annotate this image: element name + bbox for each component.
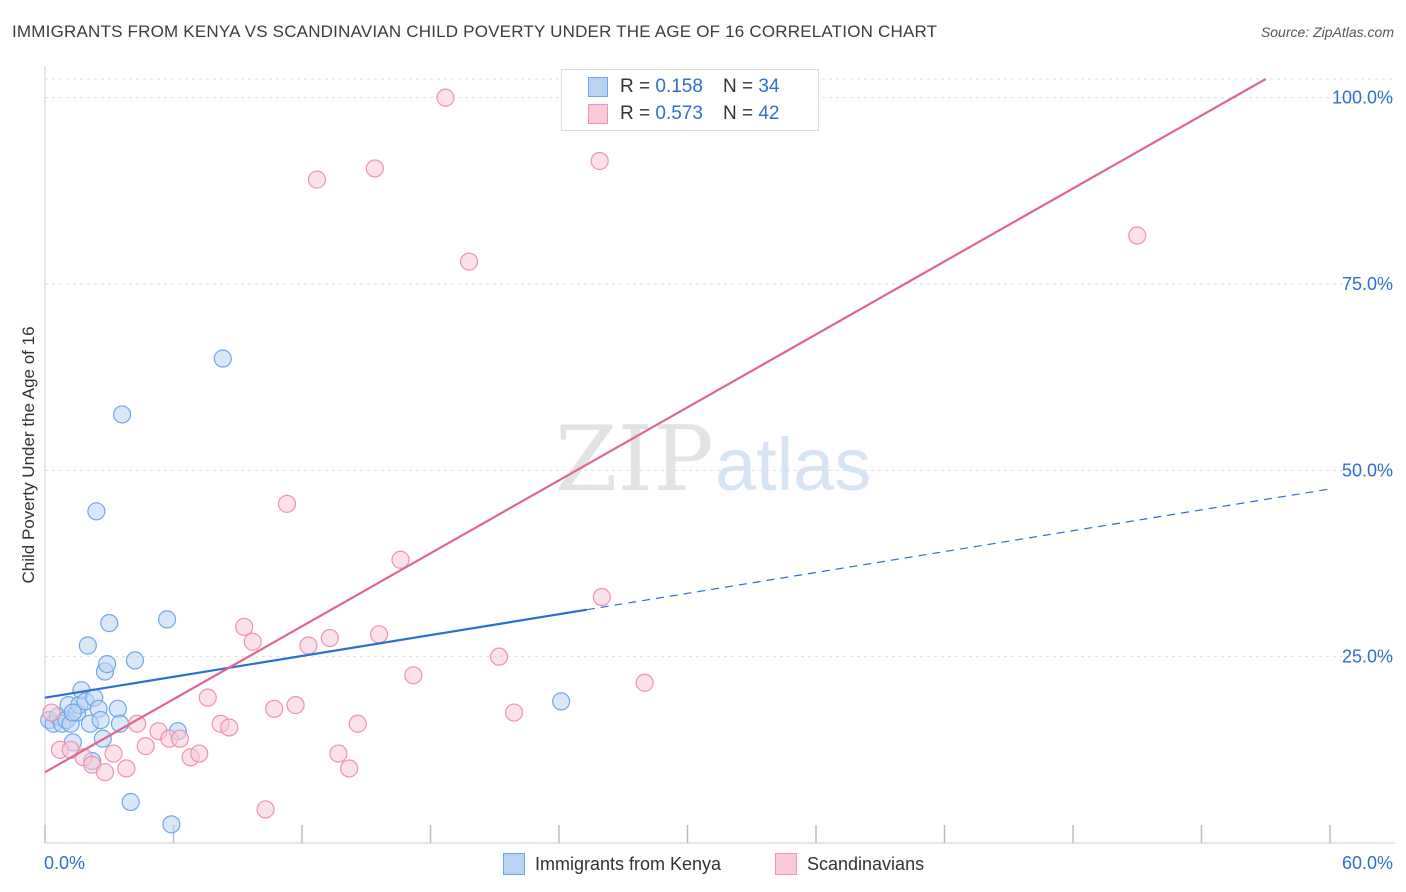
scandinavian-point bbox=[220, 718, 239, 737]
legend-r-value: 0.573 bbox=[655, 103, 703, 124]
scandinavian-point bbox=[170, 729, 190, 748]
bottom-legend-kenya: Immigrants from Kenya bbox=[503, 852, 721, 876]
scandinavian-point bbox=[277, 494, 297, 513]
y-tick-label: 100.0% bbox=[1332, 88, 1393, 108]
scandinavian-point bbox=[635, 673, 654, 692]
trendlines-layer bbox=[44, 78, 1331, 774]
kenya-point bbox=[100, 614, 119, 633]
x-tick-label-max: 60.0% bbox=[1342, 853, 1393, 873]
scandinavian-point bbox=[307, 170, 327, 189]
legend-n-value: 42 bbox=[758, 103, 780, 124]
kenya-point bbox=[157, 610, 177, 629]
scandinavian-point bbox=[117, 759, 136, 778]
legend-row-scandinavians: R = 0.573 N = 42 bbox=[588, 101, 779, 127]
y-axis-label: Child Poverty Under the Age of 16 bbox=[19, 326, 38, 583]
scandinavian-point bbox=[592, 587, 611, 607]
scandinavian-point bbox=[299, 636, 318, 655]
kenya-point bbox=[87, 502, 106, 521]
x-tick-label-min: 0.0% bbox=[44, 853, 85, 873]
scandinavian-point bbox=[504, 703, 524, 722]
scandinavian-point bbox=[235, 617, 254, 636]
scandinavian-point bbox=[136, 737, 155, 756]
legend-r-label: R = bbox=[620, 76, 651, 97]
scandinavian-point bbox=[1128, 226, 1147, 245]
kenya-trendline bbox=[44, 608, 588, 699]
bottom-legend-swatch-kenya bbox=[503, 853, 525, 875]
kenya-point bbox=[125, 651, 145, 670]
grid bbox=[45, 78, 1395, 658]
bottom-legend-swatch-scandinavians bbox=[775, 853, 797, 875]
legend-n-value: 34 bbox=[758, 76, 780, 97]
scandinavian-point bbox=[243, 632, 262, 651]
kenya-point bbox=[63, 703, 82, 722]
kenya-point bbox=[112, 405, 132, 424]
scandinavian-point bbox=[340, 759, 359, 778]
scandinavian-point bbox=[104, 744, 123, 763]
kenya-point bbox=[78, 636, 97, 655]
kenya-point bbox=[108, 699, 127, 718]
scandinavian-point bbox=[348, 714, 367, 733]
scandinavian-point bbox=[391, 550, 410, 569]
kenya-point bbox=[98, 655, 117, 674]
kenya-point bbox=[213, 349, 232, 368]
legend-n-label: N = bbox=[722, 76, 754, 97]
kenya-point bbox=[91, 710, 110, 730]
y-tick-label: 75.0% bbox=[1342, 274, 1393, 294]
scandinavian-point bbox=[320, 628, 339, 648]
bottom-legend-label-kenya: Immigrants from Kenya bbox=[535, 853, 722, 874]
kenya-point bbox=[162, 815, 181, 834]
legend-swatch-scandinavians bbox=[588, 104, 608, 124]
legend-swatch-kenya bbox=[588, 77, 608, 97]
watermark: ZIP atlas bbox=[555, 407, 871, 512]
bottom-legend-label-scandinavians: Scandinavians bbox=[807, 853, 925, 874]
watermark-atlas: atlas bbox=[715, 423, 871, 506]
axes: 25.0% 50.0% 75.0% 100.0% 0.0% 60.0% bbox=[44, 66, 1395, 873]
scandinavian-point bbox=[329, 744, 348, 763]
y-tick-label: 25.0% bbox=[1342, 647, 1393, 667]
kenya-point bbox=[121, 792, 140, 812]
scandinavian-point bbox=[286, 696, 305, 715]
scandinavian-point bbox=[365, 159, 384, 178]
scandinavian-point bbox=[404, 666, 423, 685]
scandinavian-point bbox=[265, 699, 284, 718]
scandinavian-point bbox=[198, 688, 217, 707]
scandinavian-point bbox=[42, 703, 61, 722]
stats-legend: R = 0.158 N = 34 R = 0.573 N = 42 bbox=[561, 69, 819, 131]
scandinavian-point bbox=[489, 647, 509, 666]
legend-r-label: R = bbox=[620, 103, 651, 124]
scandinavian-trendline bbox=[44, 78, 1267, 774]
bottom-legend-scandinavians: Scandinavians bbox=[775, 852, 924, 876]
scandinavian-point bbox=[370, 625, 389, 644]
legend-n-label: N = bbox=[722, 103, 754, 124]
scandinavian-point bbox=[256, 800, 275, 819]
source-label: Source: ZipAtlas.com bbox=[1260, 24, 1394, 40]
scandinavian-point bbox=[590, 151, 609, 171]
scandinavian-point bbox=[459, 252, 479, 271]
scandinavian-point bbox=[436, 88, 455, 107]
scandinavian-point bbox=[95, 763, 115, 782]
watermark-zip: ZIP bbox=[555, 407, 714, 512]
y-tick-label: 50.0% bbox=[1342, 460, 1393, 480]
legend-r-value: 0.158 bbox=[655, 76, 703, 97]
chart-title: IMMIGRANTS FROM KENYA VS SCANDINAVIAN CH… bbox=[12, 22, 938, 41]
scandinavian-point bbox=[190, 744, 209, 763]
kenya-point bbox=[552, 692, 571, 711]
legend-row-kenya: R = 0.158 N = 34 bbox=[588, 74, 779, 100]
